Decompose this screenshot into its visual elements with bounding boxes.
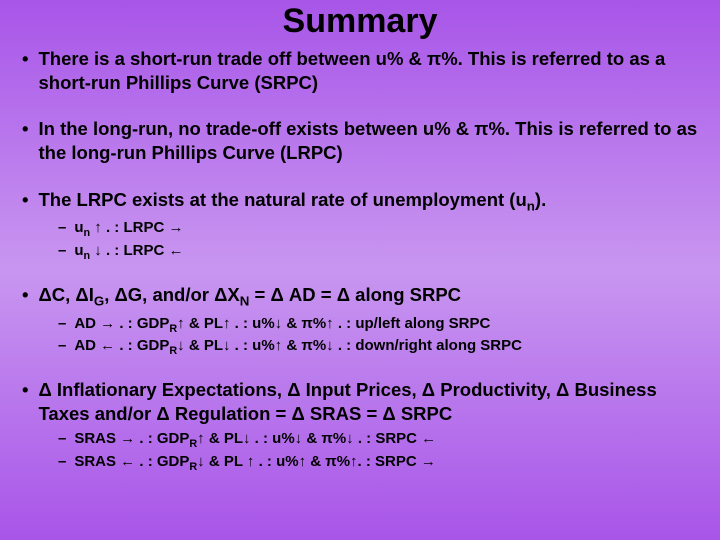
bullet-main: • Δ Inflationary Expectations, Δ Input P… <box>22 378 698 425</box>
bullet-sub: – SRAS → . : GDPR↑ & PL↓ . : u%↓ & π%↓ .… <box>22 429 698 451</box>
sub-text: AD ← . : GDPR↓ & PL↓ . : u%↑ & π%↓ . : d… <box>74 336 698 358</box>
bullet-marker: • <box>22 47 38 94</box>
sub-text: SRAS ← . : GDPR↓ & PL ↑ . : u%↑ & π%↑. :… <box>74 452 698 474</box>
bullet-text: ΔC, ΔIG, ΔG, and/or ΔXN = Δ AD = Δ along… <box>38 283 698 310</box>
bullet-group-1: • In the long-run, no trade-off exists b… <box>22 117 698 164</box>
sub-text: AD → . : GDPR↑ & PL↑ . : u%↓ & π%↑ . : u… <box>74 314 698 336</box>
bullet-sub: – SRAS ← . : GDPR↓ & PL ↑ . : u%↑ & π%↑.… <box>22 452 698 474</box>
bullet-main: • There is a short-run trade off between… <box>22 47 698 94</box>
bullet-group-4: • Δ Inflationary Expectations, Δ Input P… <box>22 378 698 474</box>
slide-content: • There is a short-run trade off between… <box>0 47 720 474</box>
bullet-text: The LRPC exists at the natural rate of u… <box>38 188 698 215</box>
sub-text: un ↓ . : LRPC ← <box>74 241 698 263</box>
bullet-group-0: • There is a short-run trade off between… <box>22 47 698 94</box>
sub-marker: – <box>58 314 74 336</box>
sub-marker: – <box>58 336 74 358</box>
sub-marker: – <box>58 241 74 263</box>
bullet-marker: • <box>22 378 38 425</box>
bullet-marker: • <box>22 283 38 310</box>
bullet-sub: – un ↑ . : LRPC → <box>22 218 698 240</box>
sub-text: SRAS → . : GDPR↑ & PL↓ . : u%↓ & π%↓ . :… <box>74 429 698 451</box>
sub-marker: – <box>58 429 74 451</box>
bullet-marker: • <box>22 117 38 164</box>
sub-marker: – <box>58 218 74 240</box>
sub-marker: – <box>58 452 74 474</box>
bullet-sub: – un ↓ . : LRPC ← <box>22 241 698 263</box>
bullet-marker: • <box>22 188 38 215</box>
bullet-text: In the long-run, no trade-off exists bet… <box>38 117 698 164</box>
sub-text: un ↑ . : LRPC → <box>74 218 698 240</box>
bullet-text: Δ Inflationary Expectations, Δ Input Pri… <box>38 378 698 425</box>
bullet-sub: – AD → . : GDPR↑ & PL↑ . : u%↓ & π%↑ . :… <box>22 314 698 336</box>
bullet-sub: – AD ← . : GDPR↓ & PL↓ . : u%↑ & π%↓ . :… <box>22 336 698 358</box>
bullet-main: • The LRPC exists at the natural rate of… <box>22 188 698 215</box>
bullet-main: • ΔC, ΔIG, ΔG, and/or ΔXN = Δ AD = Δ alo… <box>22 283 698 310</box>
bullet-group-3: • ΔC, ΔIG, ΔG, and/or ΔXN = Δ AD = Δ alo… <box>22 283 698 358</box>
bullet-text: There is a short-run trade off between u… <box>38 47 698 94</box>
slide-title: Summary <box>0 0 720 47</box>
bullet-main: • In the long-run, no trade-off exists b… <box>22 117 698 164</box>
bullet-group-2: • The LRPC exists at the natural rate of… <box>22 188 698 263</box>
